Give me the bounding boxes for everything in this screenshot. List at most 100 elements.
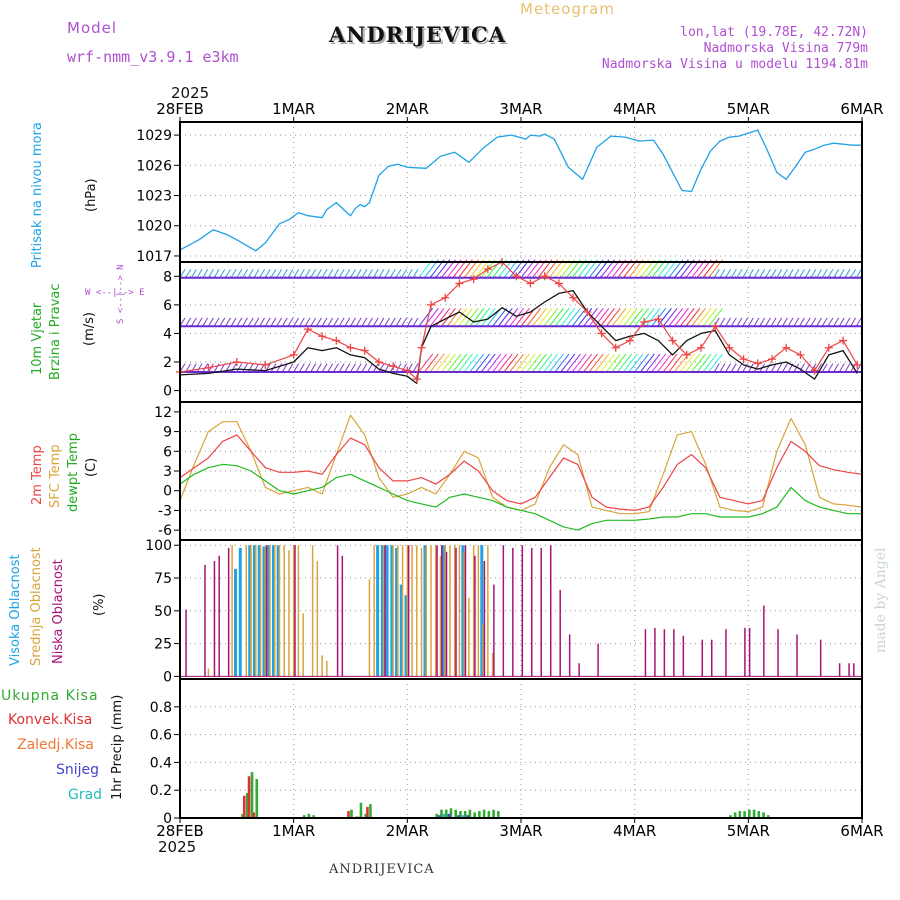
wind-barb [514, 307, 530, 327]
wind-barb [617, 353, 633, 373]
wind-barb [207, 269, 214, 278]
precip-total-bar [757, 811, 761, 818]
wind-barb [719, 363, 726, 373]
wind-barb [645, 307, 661, 327]
wind-gust-point [640, 318, 649, 326]
wind-barb [418, 353, 434, 373]
y-tick-label: 8 [163, 269, 172, 285]
wind-barb [298, 317, 305, 327]
wind-barb [554, 353, 570, 373]
wind-barb [242, 363, 248, 373]
wind-barb [406, 269, 413, 278]
wind-barb [304, 363, 311, 373]
wind-barb [196, 269, 203, 278]
wind-barb [321, 317, 328, 327]
wind-barb [298, 363, 305, 373]
y-tick-label: 100 [145, 538, 172, 554]
precip-legend-snow: Snijeg [56, 762, 100, 778]
wind-barb [463, 353, 479, 373]
x-label-bottom: 6MAR [840, 822, 883, 840]
wind-barb [395, 317, 402, 327]
wind-barb [350, 317, 356, 327]
wind-gust-point [569, 293, 578, 302]
wind-barb [406, 317, 413, 327]
wind-gust-point [360, 346, 369, 355]
wind-barb [725, 363, 732, 373]
wind-barb [429, 353, 445, 373]
wind-barb [742, 363, 749, 373]
wind-gust-point [232, 358, 241, 366]
wind-barb [571, 307, 587, 327]
model-elevation-label: Nadmorska Visina u modelu 1194.81m [601, 57, 868, 72]
wind-barb [702, 353, 718, 373]
x-label-top: 1MAR [272, 100, 315, 118]
precip-total-bar [473, 812, 476, 818]
wind-barb [827, 363, 834, 373]
wind-barb [298, 269, 305, 278]
precip-total-bar [435, 813, 439, 818]
wind-barb [793, 269, 800, 278]
wind-barb [497, 353, 513, 373]
precip-total-bar [255, 779, 259, 818]
wind-barb [446, 353, 462, 373]
wind-barb [747, 363, 754, 373]
wind-barb [367, 269, 373, 278]
wind-barb [520, 307, 536, 327]
precip-total-bar [752, 809, 756, 818]
wind-barb [202, 317, 209, 327]
wind-gust-point [824, 343, 833, 352]
wind-barb [492, 307, 507, 327]
wind-barb [412, 269, 419, 278]
wind-barb [276, 363, 283, 373]
wind-barb [628, 307, 644, 327]
wind-barb [611, 307, 627, 327]
y-tick-label: -6 [158, 523, 172, 539]
wind-barb [236, 269, 243, 278]
wind-gust-point [696, 343, 705, 352]
wind-barb [753, 269, 760, 278]
wind-barb [463, 307, 479, 327]
wind-barb [810, 317, 817, 327]
y-tick-label: -3 [158, 503, 172, 519]
y-tick-label: 1023 [136, 189, 172, 205]
wind-barb [594, 353, 610, 373]
x-label-bottom: 1MAR [272, 822, 315, 840]
wind-barb [782, 269, 788, 278]
wind-barb [315, 317, 322, 327]
wind-barb [776, 363, 783, 373]
y-tick-label: 1020 [136, 219, 172, 235]
wind-gust-point [810, 366, 819, 375]
wind-barb [281, 363, 288, 373]
wind-barb [725, 269, 732, 278]
wind-barb [662, 307, 678, 327]
wind-barb [230, 363, 237, 373]
wind-gust-point [796, 350, 805, 359]
wind-gust-point [583, 308, 592, 316]
precip-total-bar [250, 772, 254, 818]
wind-barb [412, 363, 419, 373]
dewpt-temp-line [179, 463, 862, 531]
wind-barb [310, 269, 317, 278]
wind-barb [537, 307, 553, 327]
wind-barb [679, 353, 695, 373]
wind-barb [719, 317, 726, 327]
wind-barb [736, 269, 743, 278]
wind-barb [372, 317, 379, 327]
precip-conv-bar [247, 776, 251, 818]
wind-barb [293, 363, 300, 373]
wind-barb [577, 307, 593, 327]
wind-barb [384, 269, 391, 278]
model-label: Model [67, 19, 118, 37]
wind-barb [225, 317, 231, 327]
wind-barb [185, 269, 192, 278]
wind-barb [333, 269, 339, 278]
wind-barb [242, 317, 248, 327]
wind-barb [281, 269, 288, 278]
wind-barb [247, 317, 254, 327]
wind-barb [764, 269, 771, 278]
wind-gust-point [839, 336, 848, 345]
wind-gust-point [512, 272, 521, 281]
y-tick-label: 75 [154, 571, 172, 587]
wind-gust-point [668, 336, 677, 345]
wind-barb [821, 317, 828, 327]
